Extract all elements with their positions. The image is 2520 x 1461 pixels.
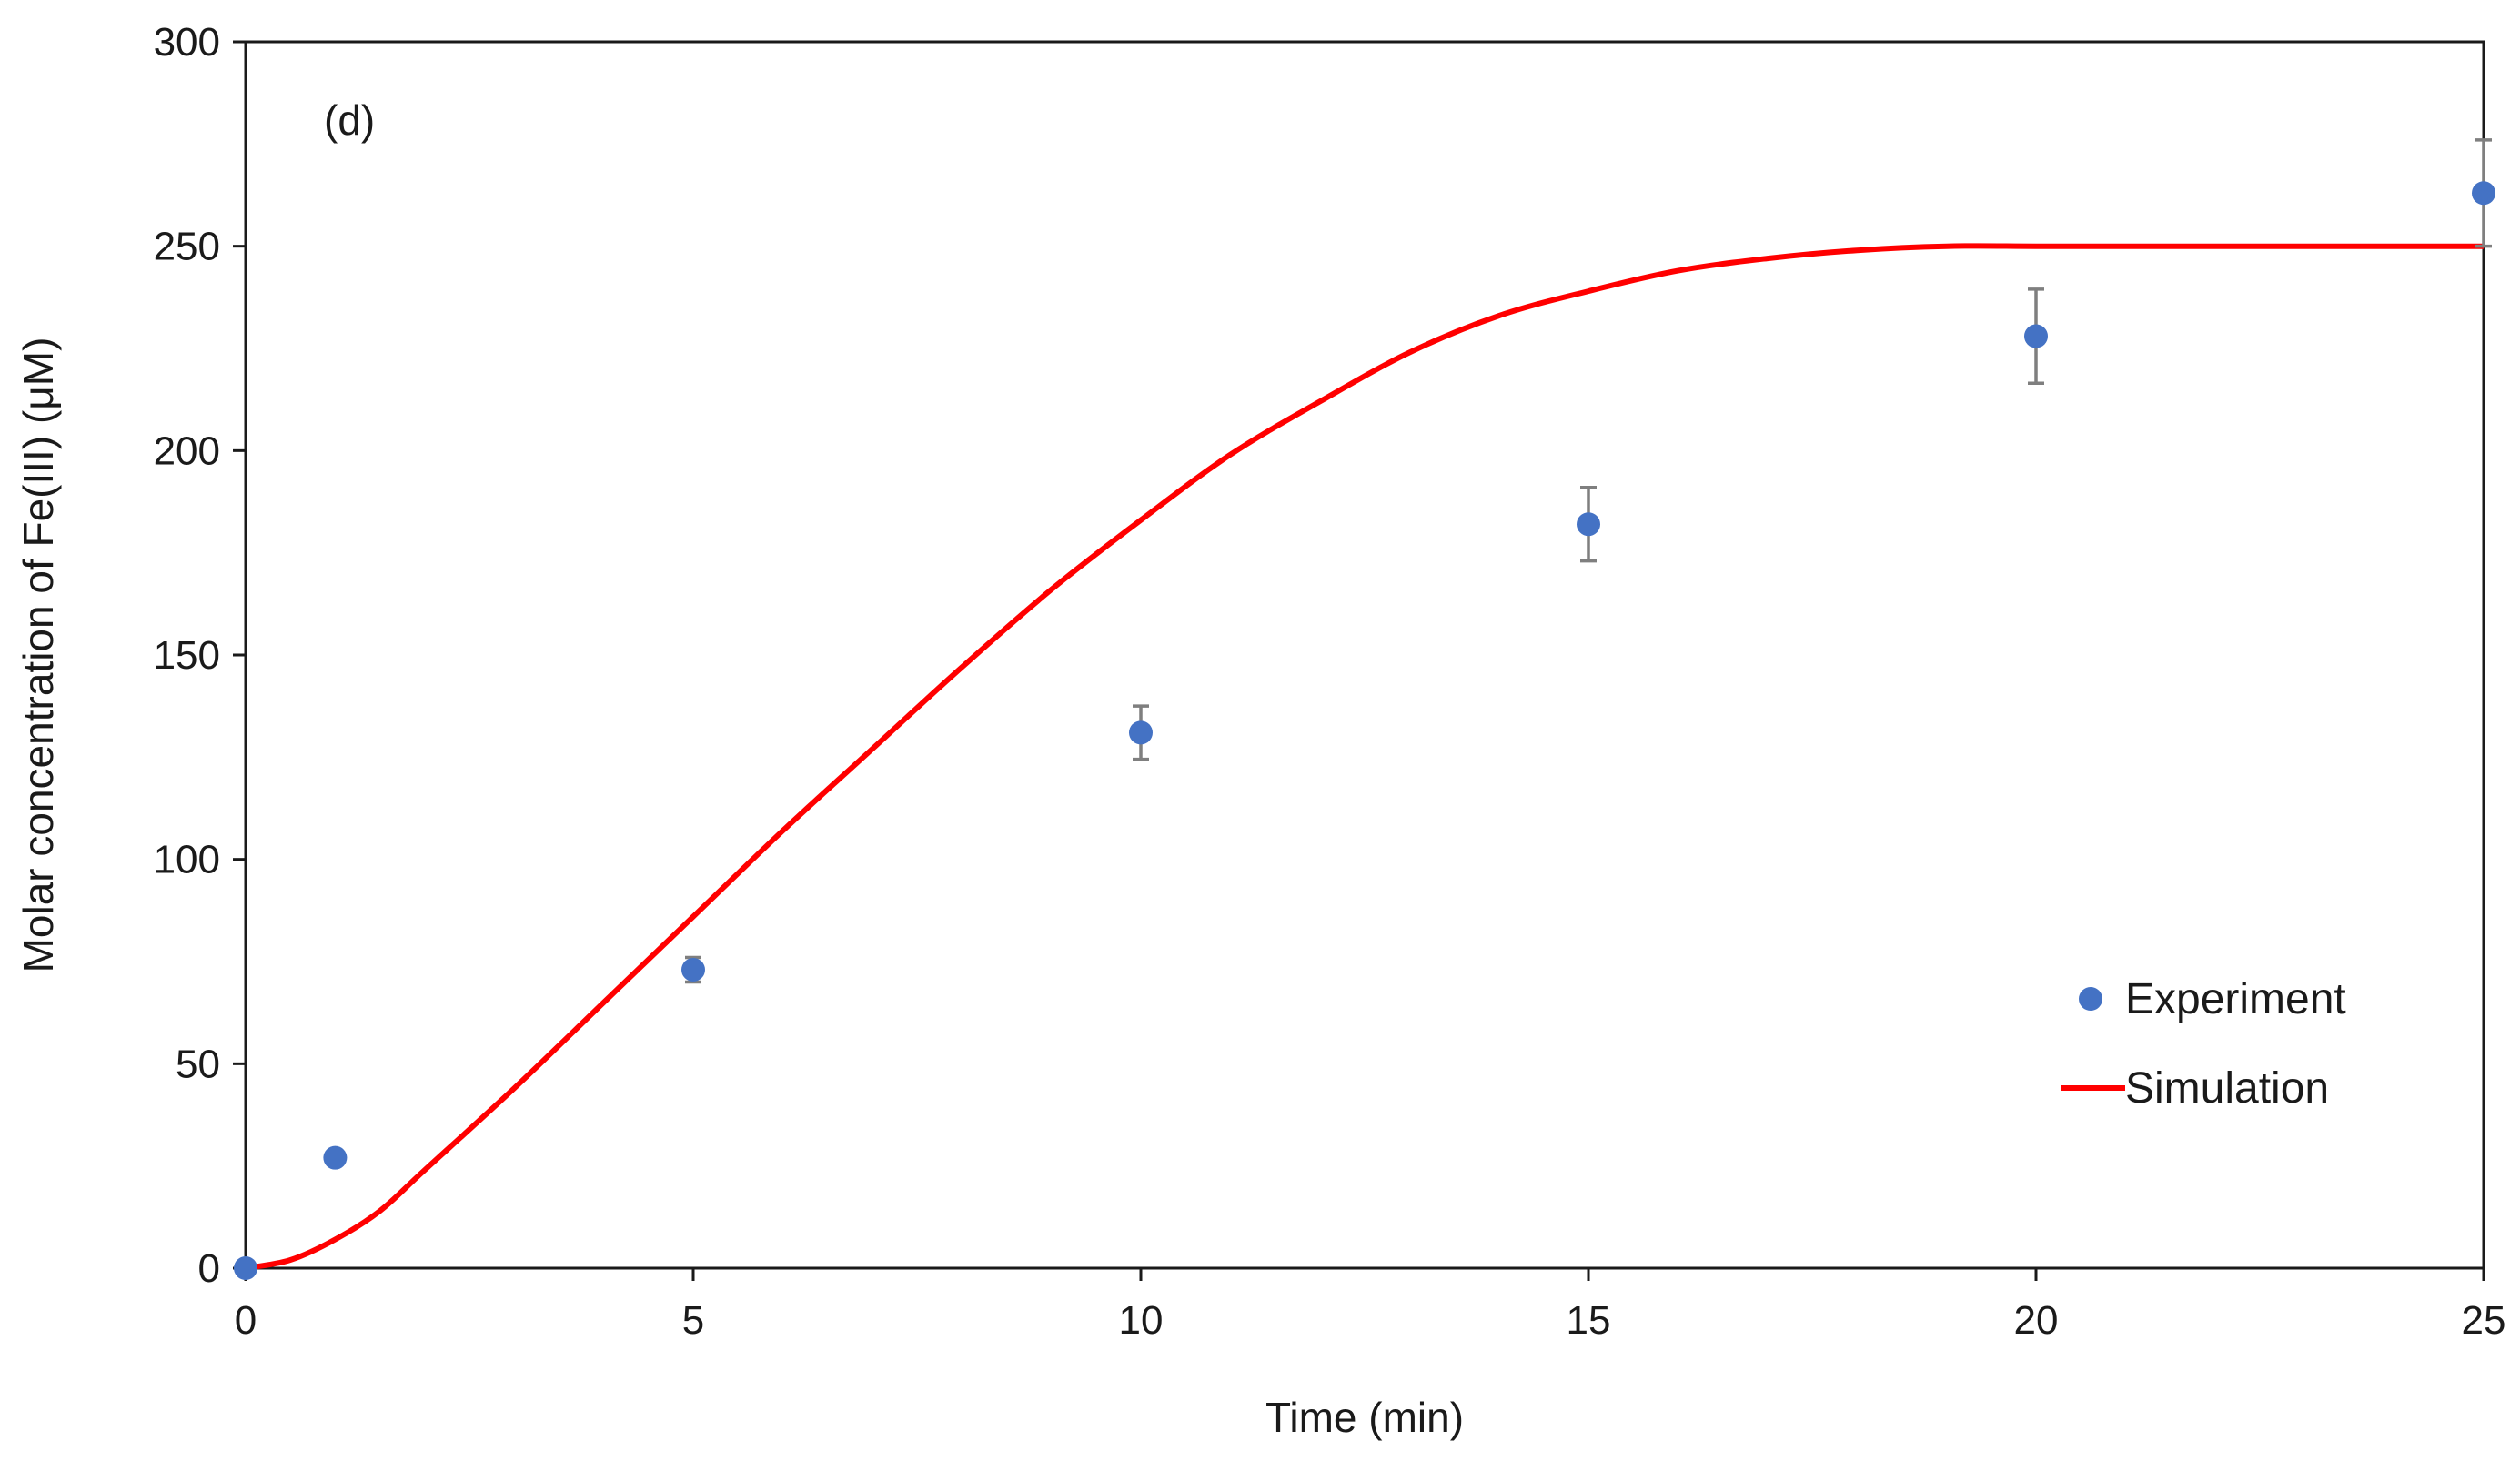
legend-label-simulation: Simulation <box>2125 1064 2329 1113</box>
x-axis-title: Time (min) <box>1265 1394 1464 1441</box>
experiment-point-6 <box>2472 181 2495 206</box>
legend-marker-experiment <box>2079 987 2102 1011</box>
x-tick-label-5: 25 <box>2462 1298 2506 1343</box>
y-tick-label-3: 150 <box>154 633 220 678</box>
experiment-point-3 <box>1129 720 1153 745</box>
y-axis: 0 50 100 150 200 250 300 <box>154 20 246 1291</box>
x-tick-label-2: 10 <box>1119 1298 1164 1343</box>
x-tick-label-3: 15 <box>1567 1298 1611 1343</box>
experiment-point-5 <box>2024 324 2048 348</box>
y-axis-title: Molar concentration of Fe(III) (μM) <box>15 338 62 973</box>
panel-label: (d) <box>324 96 375 144</box>
x-axis: 0 5 10 15 20 25 <box>235 1268 2506 1343</box>
y-tick-label-2: 100 <box>154 838 220 882</box>
x-tick-label-1: 5 <box>682 1298 704 1343</box>
y-tick-label-6: 300 <box>154 20 220 65</box>
experiment-point-2 <box>681 957 705 982</box>
y-tick-label-0: 0 <box>198 1246 220 1291</box>
y-tick-label-5: 250 <box>154 225 220 269</box>
legend: Experiment Simulation <box>2061 975 2346 1113</box>
y-tick-label-1: 50 <box>176 1042 220 1086</box>
experiment-point-4 <box>1577 512 1600 537</box>
experiment-point-0 <box>234 1256 257 1280</box>
series-simulation-line <box>245 243 2484 1271</box>
x-tick-label-0: 0 <box>235 1298 257 1343</box>
plot-area <box>234 138 2495 1280</box>
legend-label-experiment: Experiment <box>2125 975 2346 1023</box>
x-tick-label-4: 20 <box>2014 1298 2059 1343</box>
y-tick-label-4: 200 <box>154 428 220 473</box>
experiment-point-1 <box>323 1145 348 1170</box>
